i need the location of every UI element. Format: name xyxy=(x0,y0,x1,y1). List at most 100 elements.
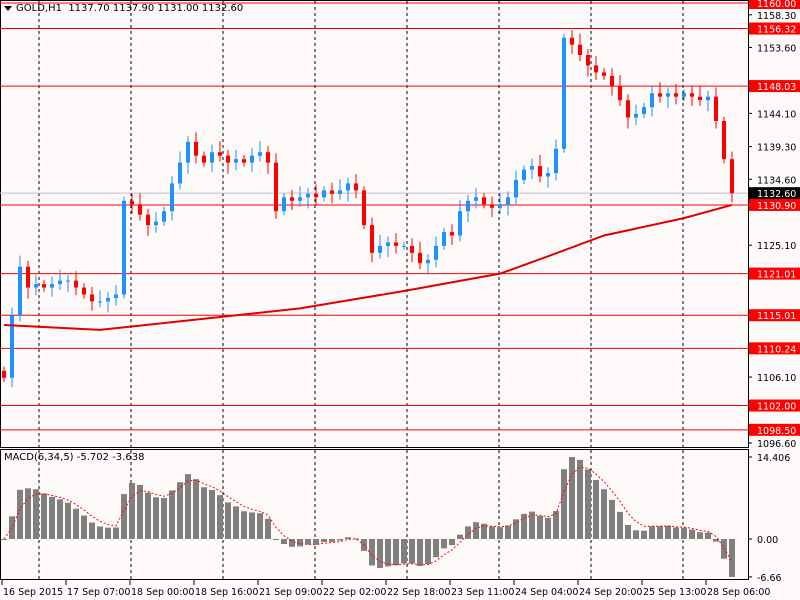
macd-bar xyxy=(529,511,535,539)
candle-up xyxy=(466,200,470,212)
macd-bar xyxy=(49,496,55,539)
candle-up xyxy=(282,197,286,212)
macd-bar xyxy=(249,512,255,539)
time-label: 22 Sep 02:00 xyxy=(323,587,386,598)
macd-signal-line xyxy=(3,466,733,566)
candle-up xyxy=(706,96,710,101)
candle-down xyxy=(362,190,366,226)
macd-bar xyxy=(313,539,319,545)
level-label: 1130.90 xyxy=(757,201,796,212)
candle-down xyxy=(578,44,582,56)
candle-down xyxy=(138,204,142,215)
candle-down xyxy=(146,214,150,226)
macd-bar xyxy=(425,539,431,565)
macd-bar xyxy=(601,489,607,539)
macd-bar xyxy=(241,511,247,539)
candle-down xyxy=(722,120,726,160)
candle-down xyxy=(690,93,694,97)
candle-up xyxy=(234,159,238,163)
candle-down xyxy=(602,72,606,76)
macd-bar xyxy=(337,539,343,541)
macd-bar xyxy=(401,539,407,564)
macd-bar xyxy=(161,497,167,539)
candle-up xyxy=(306,193,310,198)
macd-bar xyxy=(17,489,23,539)
macd-bar xyxy=(369,539,375,566)
candle-up xyxy=(122,200,126,295)
macd-bar xyxy=(545,517,551,539)
level-tag xyxy=(749,342,800,355)
candle-up xyxy=(34,284,38,288)
level-label: 1102.00 xyxy=(757,402,796,413)
level-label: 1098.50 xyxy=(757,426,796,437)
level-tag xyxy=(749,80,800,93)
candle-down xyxy=(586,55,590,66)
candle-up xyxy=(186,141,190,163)
macd-bar xyxy=(561,469,567,539)
time-label: 21 Sep 09:00 xyxy=(259,587,322,598)
macd-bar xyxy=(265,518,271,539)
dropdown-triangle-icon[interactable] xyxy=(4,5,12,11)
level-tag xyxy=(749,198,800,211)
candle-down xyxy=(330,190,334,194)
candle-down xyxy=(698,96,702,101)
macd-bar xyxy=(201,487,207,539)
candle-up xyxy=(458,211,462,236)
macd-bar xyxy=(625,524,631,539)
macd-tick-label: -6.66 xyxy=(757,573,782,584)
candle-up xyxy=(154,221,158,226)
macd-bar xyxy=(225,502,231,539)
macd-bar xyxy=(409,539,415,564)
candle-down xyxy=(490,204,494,208)
candle-down xyxy=(610,75,614,87)
macd-bar xyxy=(105,527,111,539)
candle-down xyxy=(714,96,718,121)
macd-bar xyxy=(217,495,223,539)
macd-values: -5.702 -3.638 xyxy=(76,452,145,463)
level-tag xyxy=(749,309,800,322)
macd-bar xyxy=(689,529,695,539)
macd-bar xyxy=(537,515,543,539)
level-label: 1148.03 xyxy=(757,82,796,93)
candle-up xyxy=(554,148,558,174)
candle-up xyxy=(338,190,342,194)
candle-down xyxy=(730,159,734,194)
candle-down xyxy=(130,200,134,205)
candle-down xyxy=(370,225,374,253)
candle-up xyxy=(442,232,446,246)
time-label: 18 Sep 00:00 xyxy=(131,587,194,598)
macd-bar xyxy=(113,527,119,539)
candle-up xyxy=(178,162,182,184)
macd-bar xyxy=(641,530,647,539)
price-tick-label: 1144.10 xyxy=(757,109,796,120)
macd-bar xyxy=(73,508,79,539)
candle-up xyxy=(346,183,350,191)
macd-bar xyxy=(441,539,447,549)
macd-bar xyxy=(193,479,199,539)
macd-bar xyxy=(457,534,463,539)
candle-down xyxy=(26,266,30,288)
candle-down xyxy=(354,183,358,191)
macd-bar xyxy=(257,513,263,539)
macd-bar xyxy=(1,539,7,540)
macd-bar xyxy=(609,499,615,539)
macd-bar xyxy=(89,522,95,539)
candle-down xyxy=(314,193,318,198)
level-tag xyxy=(749,399,800,412)
macd-bar xyxy=(481,523,487,539)
candle-up xyxy=(682,93,686,97)
candle-up xyxy=(66,280,70,282)
level-tag xyxy=(749,22,800,35)
symbol-label: GOLD,H1 xyxy=(16,3,62,14)
macd-bar xyxy=(121,494,127,539)
macd-bar xyxy=(209,489,215,539)
macd-tick-label: 14.406 xyxy=(757,453,790,464)
time-label: 22 Sep 18:00 xyxy=(387,587,450,598)
candle-up xyxy=(18,266,22,316)
candle-up xyxy=(514,179,518,198)
time-label: 24 Sep 04:00 xyxy=(515,587,578,598)
level-label: 1160.00 xyxy=(757,0,796,10)
price-tick-label: 1134.60 xyxy=(757,175,796,186)
